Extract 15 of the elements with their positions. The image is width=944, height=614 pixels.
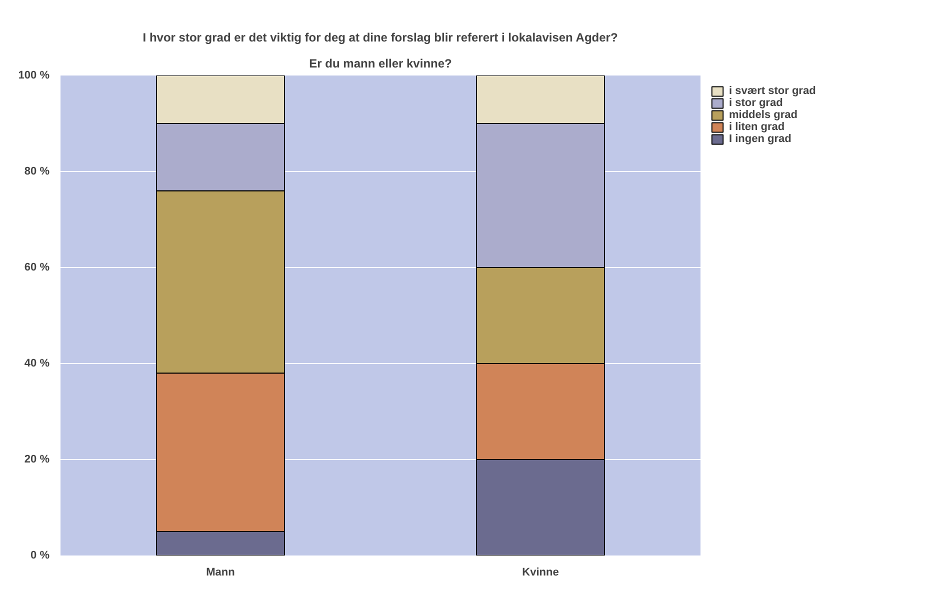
y-tick-label: 60 % — [24, 262, 50, 274]
y-tick-label: 0 % — [30, 550, 50, 562]
legend-label: i liten grad — [729, 121, 785, 133]
y-tick-label: 20 % — [24, 454, 50, 466]
x-tick-label: Kvinne — [522, 566, 559, 578]
legend-label: I ingen grad — [729, 133, 792, 145]
y-tick-label: 40 % — [24, 358, 50, 370]
x-tick-label: Mann — [206, 566, 236, 578]
y-tick-label: 100 % — [18, 70, 50, 82]
legend-label: middels grad — [729, 109, 798, 121]
chart-subtitle: Er du mann eller kvinne? — [309, 56, 452, 70]
legend-label: i stor grad — [729, 97, 783, 109]
legend-label: i svært stor grad — [729, 85, 816, 97]
chart-title: I hvor stor grad er det viktig for deg at dine forslag blir referert i lokalavisen Agder? — [142, 30, 618, 44]
y-tick-label: 80 % — [24, 166, 50, 178]
